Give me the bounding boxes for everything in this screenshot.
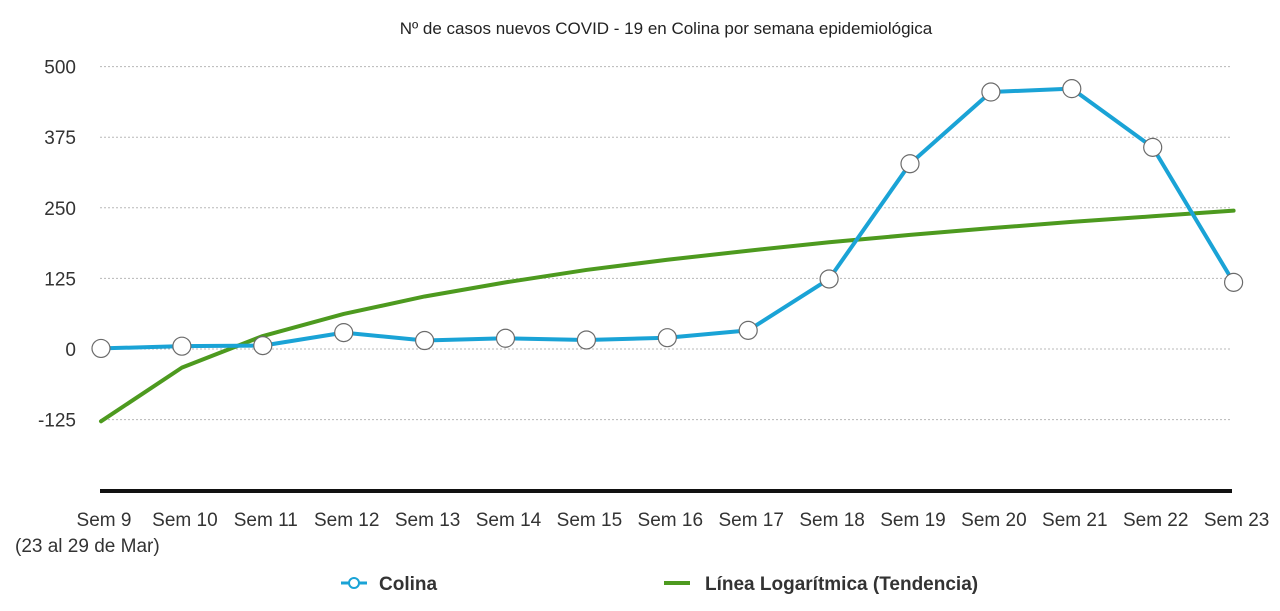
x-tick-label: Sem 23 bbox=[1204, 510, 1269, 531]
colina-point bbox=[415, 330, 435, 351]
y-tick-label: 125 bbox=[44, 269, 76, 290]
y-tick-label: 0 bbox=[65, 340, 76, 361]
x-tick-label: Sem 20 bbox=[961, 510, 1026, 531]
colina-point bbox=[253, 336, 273, 356]
legend-colina-marker bbox=[348, 577, 360, 589]
colina-series bbox=[91, 79, 1244, 359]
colina-point bbox=[738, 320, 758, 340]
colina-point bbox=[657, 328, 677, 348]
x-axis-ticks: Sem 9 Sem 10 Sem 11 Sem 12 Sem 13 Sem 14 Sem 1… bbox=[77, 510, 1270, 531]
y-tick-label: 250 bbox=[44, 199, 76, 220]
legend: Colina Línea Logarítmica (Tendencia) bbox=[341, 574, 978, 595]
colina-point bbox=[1062, 79, 1082, 99]
legend-item-trend: Línea Logarítmica (Tendencia) bbox=[664, 574, 978, 595]
x-tick-label: Sem 14 bbox=[476, 510, 542, 531]
legend-trend-label: Línea Logarítmica (Tendencia) bbox=[705, 574, 978, 595]
y-tick-label: 500 bbox=[44, 58, 76, 79]
x-tick-label: Sem 22 bbox=[1123, 510, 1188, 531]
legend-colina-label: Colina bbox=[379, 574, 437, 595]
trend-series bbox=[99, 208, 1236, 424]
y-tick-label: -125 bbox=[38, 411, 76, 432]
colina-point bbox=[172, 336, 192, 356]
colina-point bbox=[495, 328, 516, 348]
trend-line bbox=[99, 208, 1236, 424]
x-tick-note: (23 al 29 de Mar) bbox=[15, 536, 160, 557]
colina-point bbox=[981, 82, 1001, 102]
colina-point bbox=[1223, 272, 1244, 292]
chart-title: Nº de casos nuevos COVID - 19 en Colina … bbox=[400, 19, 933, 38]
x-tick-label: Sem 15 bbox=[557, 510, 622, 531]
x-tick-label: Sem 12 bbox=[314, 510, 379, 531]
x-tick-label: Sem 13 bbox=[395, 510, 460, 531]
legend-item-colina: Colina bbox=[341, 574, 437, 595]
colina-line bbox=[100, 86, 1236, 351]
x-tick-label: Sem 11 bbox=[234, 510, 298, 531]
grid bbox=[100, 66, 1232, 421]
x-tick-label: Sem 19 bbox=[880, 510, 945, 531]
colina-point bbox=[334, 323, 354, 343]
x-tick-label: Sem 10 bbox=[152, 510, 217, 531]
colina-point bbox=[576, 330, 597, 350]
x-tick-label: Sem 16 bbox=[638, 510, 703, 531]
y-tick-label: 375 bbox=[44, 128, 76, 149]
colina-point bbox=[900, 154, 920, 174]
x-tick-label: Sem 21 bbox=[1042, 510, 1107, 531]
x-tick-label: Sem 18 bbox=[799, 510, 864, 531]
colina-point bbox=[91, 338, 111, 359]
x-tick-label: Sem 9 bbox=[77, 510, 132, 531]
colina-point bbox=[1143, 137, 1163, 157]
colina-point bbox=[819, 269, 839, 289]
y-axis-ticks: 500 375 250 125 0 -125 bbox=[38, 58, 76, 432]
x-tick-label: Sem 17 bbox=[718, 510, 783, 531]
